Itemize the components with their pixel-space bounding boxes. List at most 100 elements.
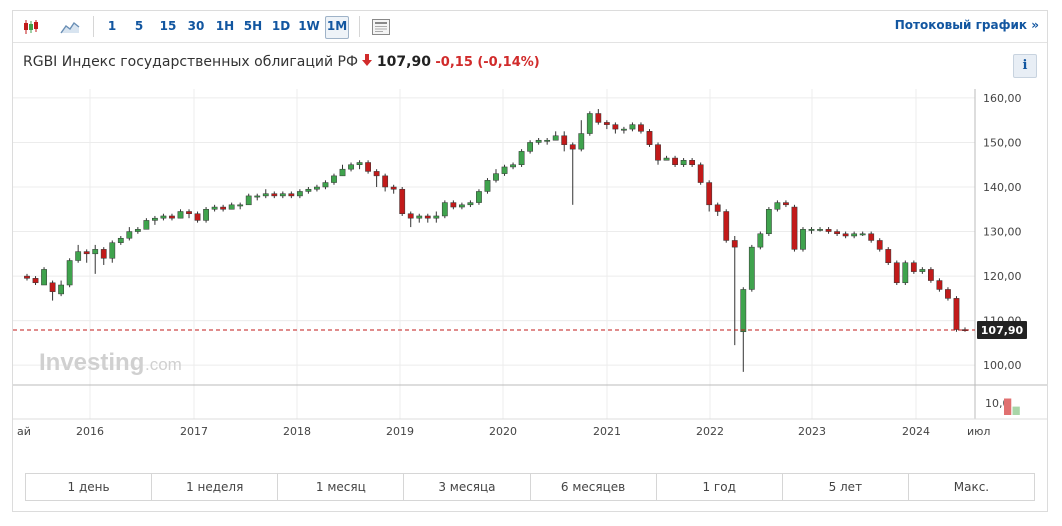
candle-body: [288, 193, 295, 197]
candle-body: [458, 204, 465, 208]
candle-body: [527, 142, 534, 152]
x-tick-label: ай: [17, 425, 31, 438]
candle-body: [271, 193, 278, 197]
candle-body: [331, 175, 337, 183]
candle-body: [186, 211, 192, 214]
candle-body: [791, 206, 798, 250]
toolbar-separator: [359, 16, 360, 37]
candle-body: [561, 135, 568, 145]
candle-body: [851, 233, 858, 237]
candle-body: [595, 113, 602, 123]
candle-body: [134, 229, 141, 232]
candle-body: [706, 182, 713, 206]
candle-body: [143, 220, 150, 230]
candle-body: [109, 242, 116, 259]
interval-1d[interactable]: 1D: [271, 19, 291, 33]
candle-body: [441, 202, 448, 217]
candle-body: [902, 262, 909, 284]
candle-body: [612, 124, 619, 130]
candle-body: [689, 160, 696, 165]
period-5-years[interactable]: 5 лет: [783, 474, 909, 500]
toolbar-separator: [93, 16, 94, 37]
candle-body: [910, 262, 917, 272]
candle-body: [100, 249, 107, 259]
candle-body: [646, 131, 653, 145]
current-price-tag: [977, 320, 1027, 339]
instrument-name: RGBI Индекс государственных облигаций РФ: [23, 54, 358, 70]
candle-body: [842, 233, 849, 237]
candle-body: [936, 280, 943, 290]
candle-body: [672, 157, 678, 165]
x-tick-label: 2019: [386, 425, 414, 438]
period-1-week[interactable]: 1 неделя: [152, 474, 279, 500]
news-icon[interactable]: [370, 16, 392, 37]
arrow-down-icon: [362, 54, 373, 70]
candle-body: [535, 139, 542, 143]
candle-body: [476, 191, 482, 203]
candlestick-icon[interactable]: [21, 16, 41, 37]
candle-body: [126, 231, 133, 239]
candle-body: [680, 160, 687, 165]
candle-body: [501, 166, 508, 174]
candle-body: [731, 240, 738, 248]
interval-15[interactable]: 15: [159, 19, 177, 33]
candle-body: [783, 202, 789, 206]
interval-5h[interactable]: 5H: [243, 19, 263, 33]
interval-1m[interactable]: 1M: [325, 16, 349, 39]
candle-body: [552, 135, 559, 141]
candle-body: [433, 215, 440, 219]
info-button[interactable]: i: [1013, 54, 1037, 78]
candle-body: [484, 180, 491, 192]
period-3-months[interactable]: 3 месяца: [404, 474, 531, 500]
volume-tick-label: 10,0: [985, 397, 1010, 410]
candle-body: [629, 124, 636, 130]
price-chart[interactable]: Investing .com160,00150,00140,00130,00120…: [13, 11, 1047, 461]
candle-body: [663, 157, 670, 161]
period-max[interactable]: Макс.: [953, 480, 990, 494]
candle-body: [697, 164, 704, 183]
x-tick-label: 2016: [76, 425, 104, 438]
y-tick-label: 150,00: [983, 136, 1022, 149]
period-1-year[interactable]: 1 год: [657, 474, 783, 500]
x-tick-label: 2024: [902, 425, 930, 438]
candle-body: [953, 298, 960, 330]
candle-body: [49, 282, 56, 292]
candle-body: [254, 195, 261, 198]
candle-body: [518, 151, 525, 165]
interval-30[interactable]: 30: [187, 19, 205, 33]
y-tick-label: 140,00: [983, 181, 1022, 194]
candle-body: [356, 162, 363, 165]
candle-body: [740, 289, 747, 333]
candle-body: [152, 217, 158, 221]
volume-bar: [1003, 398, 1012, 415]
candle-body: [638, 124, 644, 132]
chart-widget: 1 5 15 30 1H 5H 1D 1W 1M Потоковый графи…: [12, 10, 1048, 512]
interval-1w[interactable]: 1W: [298, 19, 320, 33]
candle-body: [211, 206, 218, 210]
candle-body: [885, 249, 892, 263]
chart-toolbar: 1 5 15 30 1H 5H 1D 1W 1M Потоковый графи…: [13, 11, 1047, 43]
interval-1h[interactable]: 1H: [215, 19, 235, 33]
stream-chart-link[interactable]: Потоковый график »: [894, 18, 1039, 32]
period-1-day[interactable]: 1 день: [26, 474, 153, 500]
candle-body: [825, 229, 832, 232]
candle-body: [544, 139, 551, 142]
candle-body: [390, 186, 397, 190]
candle-body: [262, 193, 269, 197]
period-6-months[interactable]: 6 месяцев: [531, 474, 657, 500]
interval-1[interactable]: 1: [107, 19, 117, 33]
period-1-month[interactable]: 1 месяц: [278, 474, 405, 500]
x-tick-label: 2017: [180, 425, 208, 438]
area-chart-icon[interactable]: [59, 16, 81, 37]
candle-body: [365, 162, 371, 172]
candle-body: [893, 262, 900, 284]
watermark-suffix: .com: [145, 355, 182, 374]
price-change: -0,15: [435, 55, 473, 70]
candle-body: [621, 128, 627, 131]
candle-body: [279, 193, 286, 197]
interval-5[interactable]: 5: [134, 19, 144, 33]
watermark-brand: Investing: [39, 349, 144, 376]
candle-body: [314, 186, 320, 190]
candle-body: [92, 249, 99, 255]
candle-body: [817, 229, 823, 231]
